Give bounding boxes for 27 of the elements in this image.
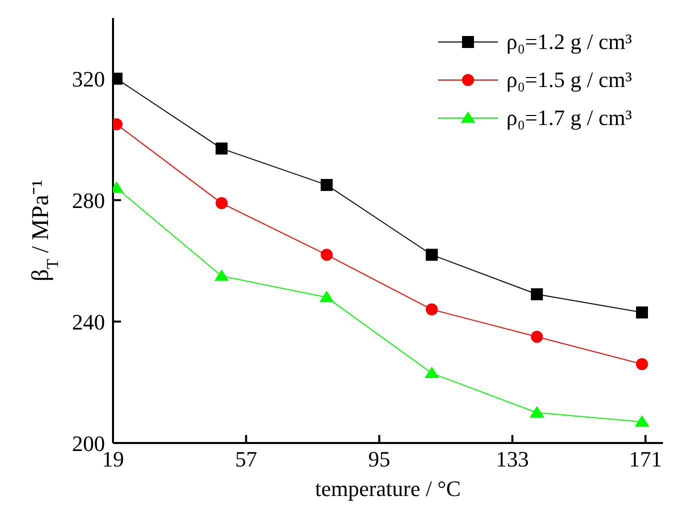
point [426,303,438,316]
point [214,269,229,281]
x-tick-label: 133 [496,446,529,472]
point [636,358,648,370]
point [426,248,438,261]
point [636,306,648,318]
y-tick-label: 200 [72,430,105,456]
point [530,330,543,343]
legend-label: ρ₀=1.7 g / cm³ [506,105,632,131]
x-tick-label: 171 [628,446,662,472]
point [216,197,228,210]
point [424,366,439,378]
x-tick-label: 57 [235,446,258,472]
point [530,288,543,300]
point [216,142,228,155]
y-tick-label: 280 [72,188,105,213]
point [530,406,544,418]
point [320,178,333,191]
point [319,290,334,302]
y-tick-label: 240 [72,309,105,334]
legend-label: ρ₀=1.5 g / cm³ [506,67,632,93]
point [634,415,650,427]
point [320,248,333,261]
x-tick-label: 95 [368,446,390,472]
x-axis-title: temperature / °C [315,476,461,501]
y-tick-label: 320 [72,66,105,92]
legend-label: ρ₀=1.2 g / cm³ [506,29,632,55]
